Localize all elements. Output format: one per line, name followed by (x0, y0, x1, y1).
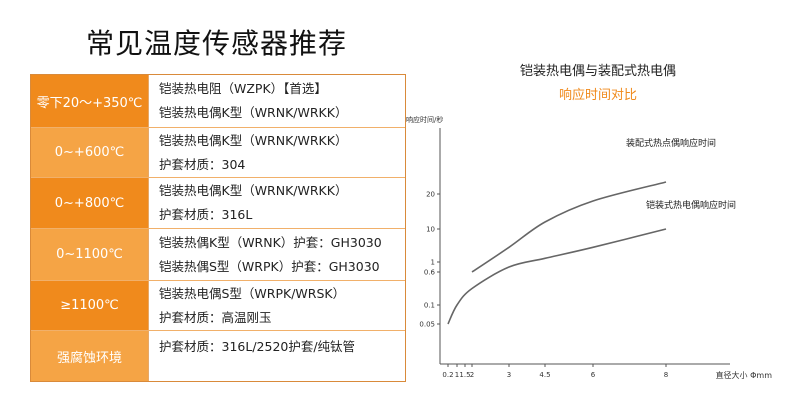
spec-row: ≥1100℃ 铠装热电偶S型（WRPK/WRSK） 护套材质：高温刚玉 (31, 281, 405, 331)
description-line: 铠装热电偶K型（WRNK/WRKK） (159, 105, 348, 120)
description-line: 护套材质：316L/2520护套/纯钛管 (159, 339, 356, 354)
x-axis-label: 直径大小 Φmm (716, 370, 773, 380)
range-cell: 0~+600℃ (31, 128, 148, 177)
x-tick-label: 0.2 (442, 371, 453, 379)
description-cell: 护套材质：316L/2520护套/纯钛管 (148, 331, 405, 381)
x-tick-label: 1.5 (459, 371, 470, 379)
spec-row: 零下20～+350℃ 铠装热电阻（WZPK）【首选】 铠装热电偶K型（WRNK/… (31, 75, 405, 128)
x-tick-label: 3 (507, 371, 511, 379)
description-line: 铠装热偶S型（WRPK）护套：GH3030 (159, 258, 380, 274)
y-tick-label: 0.05 (419, 321, 435, 329)
series-line (471, 181, 667, 273)
series-label: 装配式热点偶响应时间 (626, 137, 716, 149)
description-line: 护套材质：高温刚玉 (159, 309, 272, 325)
description-line: 护套材质：316L (159, 207, 253, 222)
description-cell: 铠装热电偶K型（WRNK/WRKK） 护套材质：316L (148, 178, 405, 228)
description-cell: 铠装热电阻（WZPK）【首选】 铠装热电偶K型（WRNK/WRKK） (148, 75, 405, 127)
chart-subtitle: 响应时间对比 (558, 88, 637, 103)
response-time-chart: 0.2 1 1.5 2 3 4.5 6 80.050.10.611020响应时间/秒直径大小 … (406, 115, 773, 380)
page-title: 常见温度传感器推荐 (86, 27, 348, 60)
description-line: 铠装热电偶K型（WRNK/WRKK） (159, 183, 348, 198)
series-line (447, 228, 667, 325)
range-cell: 0~+800℃ (31, 178, 148, 228)
description-line: 铠装热电偶S型（WRPK/WRSK） (159, 285, 346, 301)
x-tick-label: 8 (664, 371, 668, 379)
description-cell: 铠装热电偶S型（WRPK/WRSK） 护套材质：高温刚玉 (148, 281, 405, 330)
y-tick-label: 10 (426, 226, 435, 234)
description-line: 护套材质：304 (159, 156, 246, 172)
spec-row: 强腐蚀环境 护套材质：316L/2520护套/纯钛管 (31, 331, 405, 381)
spec-row: 0~1100℃ 铠装热偶K型（WRNK）护套：GH3030 铠装热偶S型（WRP… (31, 229, 405, 281)
description-line: 铠装热电偶K型（WRNK/WRKK） (159, 132, 348, 148)
description-line: 铠装热偶K型（WRNK）护套：GH3030 (159, 234, 382, 250)
y-tick-label: 20 (426, 191, 435, 199)
description-line: 铠装热电阻（WZPK）【首选】 (159, 81, 327, 96)
range-cell: 零下20～+350℃ (31, 75, 148, 127)
y-tick-label: 0.1 (424, 302, 435, 310)
y-axis-label: 响应时间/秒 (406, 115, 443, 124)
chart-title: 铠装热电偶与装配式热电偶 (519, 64, 676, 79)
range-cell: ≥1100℃ (31, 281, 148, 330)
x-tick-label: 1 (455, 371, 459, 379)
description-cell: 铠装热偶K型（WRNK）护套：GH3030 铠装热偶S型（WRPK）护套：GH3… (148, 229, 405, 280)
x-tick-label: 2 (470, 371, 474, 379)
y-tick-label: 0.6 (424, 269, 436, 277)
description-cell: 铠装热电偶K型（WRNK/WRKK） 护套材质：304 (148, 128, 405, 177)
sensor-spec-table: 零下20～+350℃ 铠装热电阻（WZPK）【首选】 铠装热电偶K型（WRNK/… (30, 74, 406, 382)
series-label: 铠装式热电偶响应时间 (646, 199, 736, 211)
x-tick-label: 6 (591, 371, 596, 379)
x-tick-label: 4.5 (539, 371, 550, 379)
y-tick-label: 1 (431, 259, 435, 267)
range-cell: 强腐蚀环境 (31, 331, 148, 381)
spec-row: 0~+600℃ 铠装热电偶K型（WRNK/WRKK） 护套材质：304 (31, 128, 405, 178)
spec-row: 0~+800℃ 铠装热电偶K型（WRNK/WRKK） 护套材质：316L (31, 178, 405, 229)
range-cell: 0~1100℃ (31, 229, 148, 280)
